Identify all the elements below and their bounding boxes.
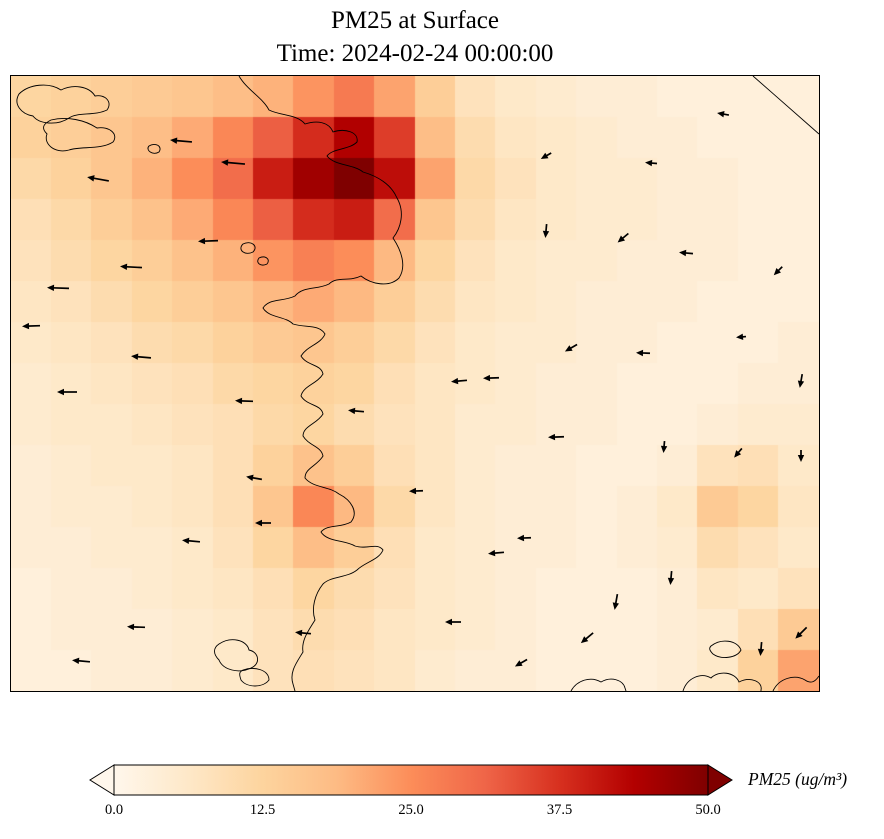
wind-arrow [246, 474, 263, 481]
coastline-path [570, 678, 627, 691]
colorbar-tick-label: 0.0 [104, 802, 124, 818]
wind-arrow [47, 284, 70, 292]
wind-arrow [87, 175, 109, 182]
wind-arrow [717, 111, 730, 118]
wind-arrow [517, 534, 532, 542]
wind-arrow [580, 632, 594, 644]
wind-arrow [255, 519, 271, 527]
colorbar-tick-label: 37.5 [546, 802, 573, 818]
coastline-path [257, 256, 269, 266]
coastline-path [709, 640, 742, 658]
wind-arrow [540, 152, 552, 159]
coastline-path [147, 143, 161, 154]
colorbar-gradient [113, 764, 709, 796]
wind-arrow [182, 537, 201, 545]
chart-title-line2: Time: 2024-02-24 00:00:00 [276, 39, 554, 67]
wind-arrow [451, 377, 468, 385]
coastline-path [238, 76, 404, 691]
wind-arrow [514, 658, 528, 667]
colorbar-ticks: 0.0 12.5 25.0 37.5 50.0 [88, 802, 734, 822]
wind-arrow [734, 447, 743, 458]
wind-arrow [445, 618, 461, 626]
wind-arrow [548, 433, 565, 441]
chart-title: PM25 at Surface Time: 2024-02-24 00:00:0… [10, 5, 820, 70]
colorbar-tick-label: 12.5 [249, 802, 276, 818]
colorbar-label: PM25 (ug/m³) [748, 769, 848, 789]
wind-arrow [235, 397, 254, 405]
colorbar-tick-label: 25.0 [398, 802, 424, 818]
wind-arrow [679, 249, 694, 257]
wind-arrow [221, 159, 246, 166]
chart-title-line1: PM25 at Surface [330, 7, 500, 34]
wind-arrow [773, 266, 783, 276]
wind-arrow [645, 159, 658, 167]
wind-arrow [127, 623, 146, 631]
coastline-path [16, 84, 110, 124]
coastline-path [240, 242, 256, 254]
wind-arrow [22, 322, 41, 330]
colorbar-tick-label: 50.0 [695, 802, 721, 818]
pm25-heatmap-canvas [11, 76, 819, 691]
wind-arrow [797, 450, 805, 462]
map-panel [10, 75, 820, 692]
wind-arrow [72, 657, 91, 665]
wind-arrow [612, 593, 619, 610]
wind-arrow [409, 487, 424, 495]
colorbar-bar [89, 764, 733, 796]
wind-arrow [667, 570, 675, 585]
coastline-path [43, 117, 116, 152]
wind-arrow [488, 549, 505, 557]
wind-arrow [660, 440, 668, 453]
wind-arrow [564, 343, 578, 352]
coastline-path [682, 672, 762, 691]
wind-arrow [120, 263, 143, 270]
wind-arrow [295, 629, 312, 637]
wind-arrow [57, 388, 77, 396]
wind-arrow [170, 137, 193, 144]
coastline-path [752, 76, 819, 135]
wind-arrow [131, 353, 152, 360]
colorbar-over-arrow [707, 764, 733, 796]
wind-arrow [617, 232, 629, 243]
coastline-path [772, 675, 819, 691]
wind-arrow [795, 626, 808, 639]
colorbar: 0.0 12.5 25.0 37.5 50.0 PM25 (ug/m³) [88, 763, 884, 827]
wind-arrow [542, 223, 550, 238]
coastline-path [239, 668, 270, 687]
wind-arrow [483, 374, 500, 382]
wind-arrow [636, 349, 651, 357]
wind-arrow [198, 237, 219, 245]
colorbar-under-arrow [89, 764, 115, 796]
wind-arrow [348, 407, 365, 415]
coastline-path [214, 639, 258, 672]
wind-coastline-overlay [16, 76, 819, 691]
wind-arrow [736, 333, 747, 341]
wind-arrow [797, 373, 805, 388]
wind-arrow [757, 641, 765, 656]
